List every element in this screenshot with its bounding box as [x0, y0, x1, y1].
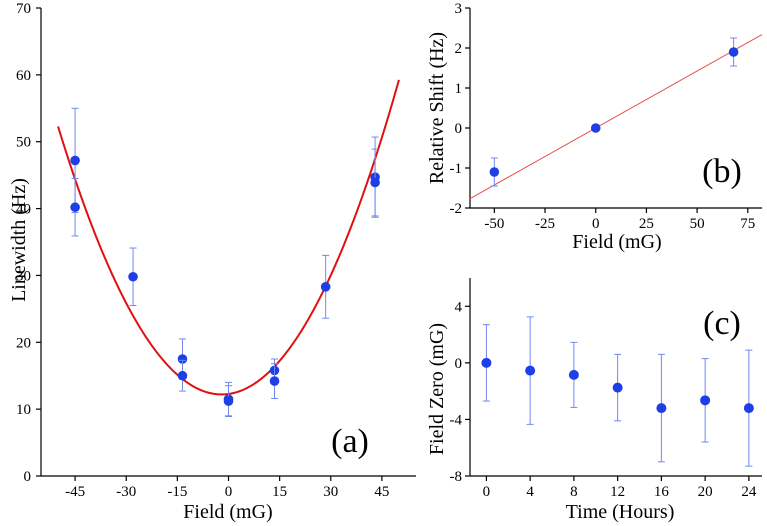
- panel-c-x-axis-title: Time (Hours): [566, 501, 675, 523]
- panel-b: -2 -1 0 1 2 3 -50 -25 0 25 50 75 Field (mG) Relativ…: [426, 1, 763, 253]
- panel-c-y-tick-label: -8: [450, 469, 463, 485]
- panel-a-y-tick-label: 40: [16, 202, 31, 218]
- panel-c-y-tick-label: 4: [455, 299, 463, 315]
- panel-b-x-tick-label: -25: [535, 216, 555, 232]
- panel-c-data-point: [743, 403, 754, 414]
- panel-c-data-point: [568, 369, 579, 380]
- panel-c-data-point: [525, 365, 536, 376]
- panel-a-y-tick-label: 30: [16, 268, 31, 284]
- panel-a-data-point: [70, 202, 80, 213]
- panel-c-x-tick-label: 16: [654, 484, 670, 500]
- panel-c-data-point: [612, 382, 623, 393]
- panel-b-y-tick-label: 2: [455, 41, 463, 57]
- panel-a-data-point: [177, 370, 188, 381]
- panel-a-data-point: [223, 396, 234, 406]
- panel-a-x-tick-label: -15: [167, 484, 187, 500]
- panel-a-y-tick-label: 20: [16, 335, 31, 351]
- panel-b-y-tick-label: 3: [455, 1, 463, 17]
- panel-a-y-tick-label: 70: [16, 1, 31, 17]
- panel-b-label: (b): [702, 153, 742, 190]
- panel-b-x-tick-label: 0: [592, 216, 600, 232]
- panel-b-y-axis-title: Relative Shift (Hz): [426, 32, 448, 184]
- panel-c-x-tick-label: 0: [483, 484, 491, 500]
- panel-a-x-axis-title: Field (mG): [183, 501, 272, 523]
- panel-c-y-tick-label: 0: [455, 356, 463, 372]
- panel-a-x-tick-label: -45: [65, 484, 85, 500]
- panel-c-x-tick-label: 20: [698, 484, 713, 500]
- panel-c-plot-area: -8 -4 0 4 0 4 8 12 16 20 24: [450, 278, 762, 500]
- panel-c: -8 -4 0 4 0 4 8 12 16 20 24 Time (Hours) Field Zer…: [426, 278, 762, 523]
- panel-b-y-tick-label: -1: [450, 161, 463, 177]
- panel-a-x-tick-label: 30: [323, 484, 338, 500]
- panel-a: 0 10 20 30 40 50 60 70 -45 -30 -15 0 15 30 45 Field (m…: [8, 1, 416, 523]
- panel-c-data-point: [656, 403, 667, 414]
- panel-a-label: (a): [331, 423, 369, 460]
- panel-a-x-tick-label: 15: [272, 484, 287, 500]
- panel-c-x-tick-label: 8: [570, 484, 578, 500]
- panel-a-y-tick-label: 50: [16, 135, 31, 151]
- panel-a-data-point: [320, 281, 331, 292]
- panel-b-data-point: [489, 167, 500, 177]
- panel-a-data-point: [370, 177, 380, 188]
- panel-c-x-tick-label: 12: [610, 484, 625, 500]
- panel-b-y-tick-label: 1: [455, 81, 463, 97]
- panel-c-data-point: [481, 357, 492, 368]
- panel-a-y-axis-title: Linewidth (Hz): [8, 178, 30, 302]
- panel-c-y-tick-label: -4: [450, 412, 463, 428]
- panel-a-y-tick-label: 10: [16, 402, 31, 418]
- panel-b-x-tick-label: 25: [639, 216, 654, 232]
- panel-b-y-tick-label: -2: [450, 201, 463, 217]
- panel-c-y-axis-title: Field Zero (mG): [426, 323, 448, 455]
- panel-b-data-point: [590, 123, 601, 133]
- panel-a-y-tick-label: 0: [24, 469, 32, 485]
- panel-b-x-tick-label: -50: [484, 216, 504, 232]
- panel-c-x-tick-label: 4: [526, 484, 534, 500]
- panel-a-data-point: [269, 376, 280, 386]
- panel-b-x-axis-title: Field (mG): [572, 231, 661, 253]
- panel-a-x-tick-label: -30: [116, 484, 136, 500]
- panel-b-y-tick-label: 0: [455, 121, 463, 137]
- panel-a-x-tick-label: 45: [374, 484, 389, 500]
- panel-b-data-point: [728, 47, 739, 57]
- panel-a-fit-curve: [57, 79, 400, 396]
- panel-b-x-tick-label: 75: [740, 216, 755, 232]
- panel-a-data-point: [177, 354, 188, 364]
- panel-b-plot-area: -2 -1 0 1 2 3 -50 -25 0 25 50 75: [450, 1, 763, 232]
- panel-c-label: (c): [703, 305, 741, 342]
- panel-a-data-point: [70, 155, 80, 166]
- panel-b-fit-line: [469, 34, 763, 200]
- panel-c-x-tick-label: 24: [741, 484, 757, 500]
- panel-a-x-tick-label: 0: [225, 484, 233, 500]
- panel-a-data-point: [128, 271, 138, 282]
- panel-c-data-point: [700, 395, 711, 406]
- panel-a-plot-area: 0 10 20 30 40 50 60 70 -45 -30 -15 0 15 30 45: [16, 1, 416, 500]
- panel-a-y-tick-label: 60: [16, 68, 31, 84]
- panel-b-x-tick-label: 50: [690, 216, 705, 232]
